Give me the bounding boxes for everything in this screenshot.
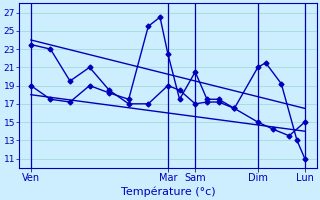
- X-axis label: Température (°c): Température (°c): [121, 186, 215, 197]
